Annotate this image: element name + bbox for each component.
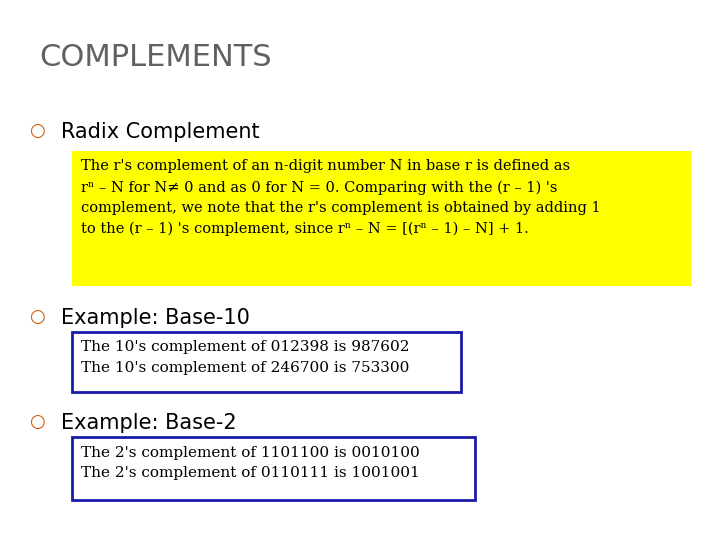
- Text: ○: ○: [29, 122, 45, 139]
- Text: The 2's complement of 1101100 is 0010100
The 2's complement of 0110111 is 100100: The 2's complement of 1101100 is 0010100…: [81, 446, 419, 480]
- FancyBboxPatch shape: [72, 332, 461, 392]
- FancyBboxPatch shape: [72, 437, 475, 500]
- Text: Example: Base-2: Example: Base-2: [61, 413, 237, 433]
- Text: COMPLEMENTS: COMPLEMENTS: [40, 43, 272, 72]
- Text: Example: Base-10: Example: Base-10: [61, 308, 250, 328]
- Text: The r's complement of an n-digit number N in base r is defined as
rⁿ – N for N≠ : The r's complement of an n-digit number …: [81, 159, 600, 237]
- FancyBboxPatch shape: [72, 151, 691, 286]
- Text: ○: ○: [29, 308, 45, 326]
- Text: ○: ○: [29, 413, 45, 431]
- Text: Radix Complement: Radix Complement: [61, 122, 260, 141]
- Text: The 10's complement of 012398 is 987602
The 10's complement of 246700 is 753300: The 10's complement of 012398 is 987602 …: [81, 340, 409, 375]
